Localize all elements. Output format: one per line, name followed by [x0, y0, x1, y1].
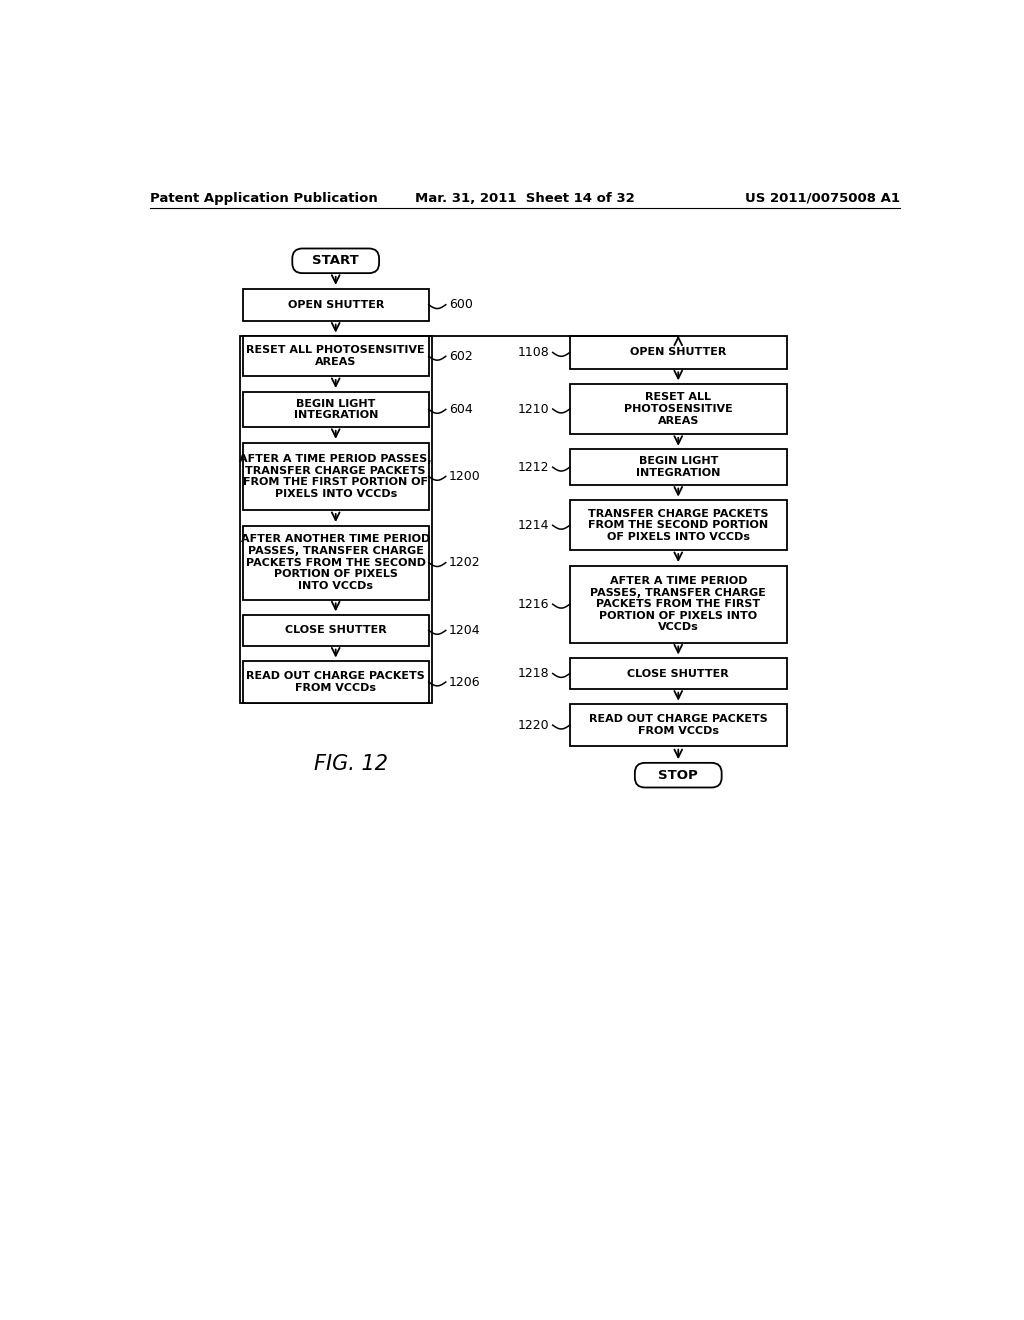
- Text: READ OUT CHARGE PACKETS
FROM VCCDs: READ OUT CHARGE PACKETS FROM VCCDs: [247, 671, 425, 693]
- Text: TRANSFER CHARGE PACKETS
FROM THE SECOND PORTION
OF PIXELS INTO VCCDs: TRANSFER CHARGE PACKETS FROM THE SECOND …: [588, 508, 768, 543]
- Text: BEGIN LIGHT
INTEGRATION: BEGIN LIGHT INTEGRATION: [636, 457, 721, 478]
- FancyBboxPatch shape: [569, 659, 786, 689]
- Text: OPEN SHUTTER: OPEN SHUTTER: [288, 300, 384, 310]
- Text: 1210: 1210: [518, 403, 550, 416]
- Text: AFTER A TIME PERIOD PASSES,
TRANSFER CHARGE PACKETS
FROM THE FIRST PORTION OF
PI: AFTER A TIME PERIOD PASSES, TRANSFER CHA…: [240, 454, 432, 499]
- FancyBboxPatch shape: [569, 449, 786, 484]
- Text: CLOSE SHUTTER: CLOSE SHUTTER: [285, 626, 387, 635]
- FancyBboxPatch shape: [243, 525, 429, 599]
- Text: Patent Application Publication: Patent Application Publication: [150, 191, 378, 205]
- Text: AFTER A TIME PERIOD
PASSES, TRANSFER CHARGE
PACKETS FROM THE FIRST
PORTION OF PI: AFTER A TIME PERIOD PASSES, TRANSFER CHA…: [590, 576, 766, 632]
- FancyBboxPatch shape: [569, 705, 786, 746]
- FancyBboxPatch shape: [243, 442, 429, 511]
- Text: 1200: 1200: [449, 470, 480, 483]
- Text: RESET ALL
PHOTOSENSITIVE
AREAS: RESET ALL PHOTOSENSITIVE AREAS: [624, 392, 732, 425]
- Text: 604: 604: [449, 403, 473, 416]
- Text: READ OUT CHARGE PACKETS
FROM VCCDs: READ OUT CHARGE PACKETS FROM VCCDs: [589, 714, 768, 737]
- Text: CLOSE SHUTTER: CLOSE SHUTTER: [628, 668, 729, 678]
- FancyBboxPatch shape: [243, 661, 429, 702]
- FancyBboxPatch shape: [243, 337, 429, 376]
- Text: FIG. 12: FIG. 12: [314, 755, 388, 775]
- Text: 1218: 1218: [518, 667, 550, 680]
- FancyBboxPatch shape: [569, 384, 786, 434]
- FancyBboxPatch shape: [569, 566, 786, 643]
- Text: STOP: STOP: [658, 768, 698, 781]
- Text: AFTER ANOTHER TIME PERIOD
PASSES, TRANSFER CHARGE
PACKETS FROM THE SECOND
PORTIO: AFTER ANOTHER TIME PERIOD PASSES, TRANSF…: [241, 535, 430, 591]
- Text: 1206: 1206: [449, 676, 480, 689]
- Text: 600: 600: [449, 298, 473, 312]
- FancyBboxPatch shape: [243, 392, 429, 428]
- Text: 1202: 1202: [449, 556, 480, 569]
- Text: BEGIN LIGHT
INTEGRATION: BEGIN LIGHT INTEGRATION: [294, 399, 378, 420]
- FancyBboxPatch shape: [243, 615, 429, 645]
- FancyBboxPatch shape: [635, 763, 722, 788]
- FancyBboxPatch shape: [292, 248, 379, 273]
- Text: 1216: 1216: [518, 598, 550, 611]
- Text: 1214: 1214: [518, 519, 550, 532]
- Text: OPEN SHUTTER: OPEN SHUTTER: [630, 347, 726, 358]
- Text: 1204: 1204: [449, 624, 480, 638]
- Text: START: START: [312, 255, 359, 268]
- Text: 1108: 1108: [518, 346, 550, 359]
- Text: 1212: 1212: [518, 461, 550, 474]
- FancyBboxPatch shape: [240, 337, 432, 702]
- Text: US 2011/0075008 A1: US 2011/0075008 A1: [744, 191, 900, 205]
- FancyBboxPatch shape: [569, 337, 786, 368]
- Text: RESET ALL PHOTOSENSITIVE
AREAS: RESET ALL PHOTOSENSITIVE AREAS: [247, 346, 425, 367]
- Text: 602: 602: [449, 350, 473, 363]
- Text: Mar. 31, 2011  Sheet 14 of 32: Mar. 31, 2011 Sheet 14 of 32: [415, 191, 635, 205]
- Text: 1220: 1220: [518, 718, 550, 731]
- FancyBboxPatch shape: [569, 500, 786, 550]
- FancyBboxPatch shape: [243, 289, 429, 321]
